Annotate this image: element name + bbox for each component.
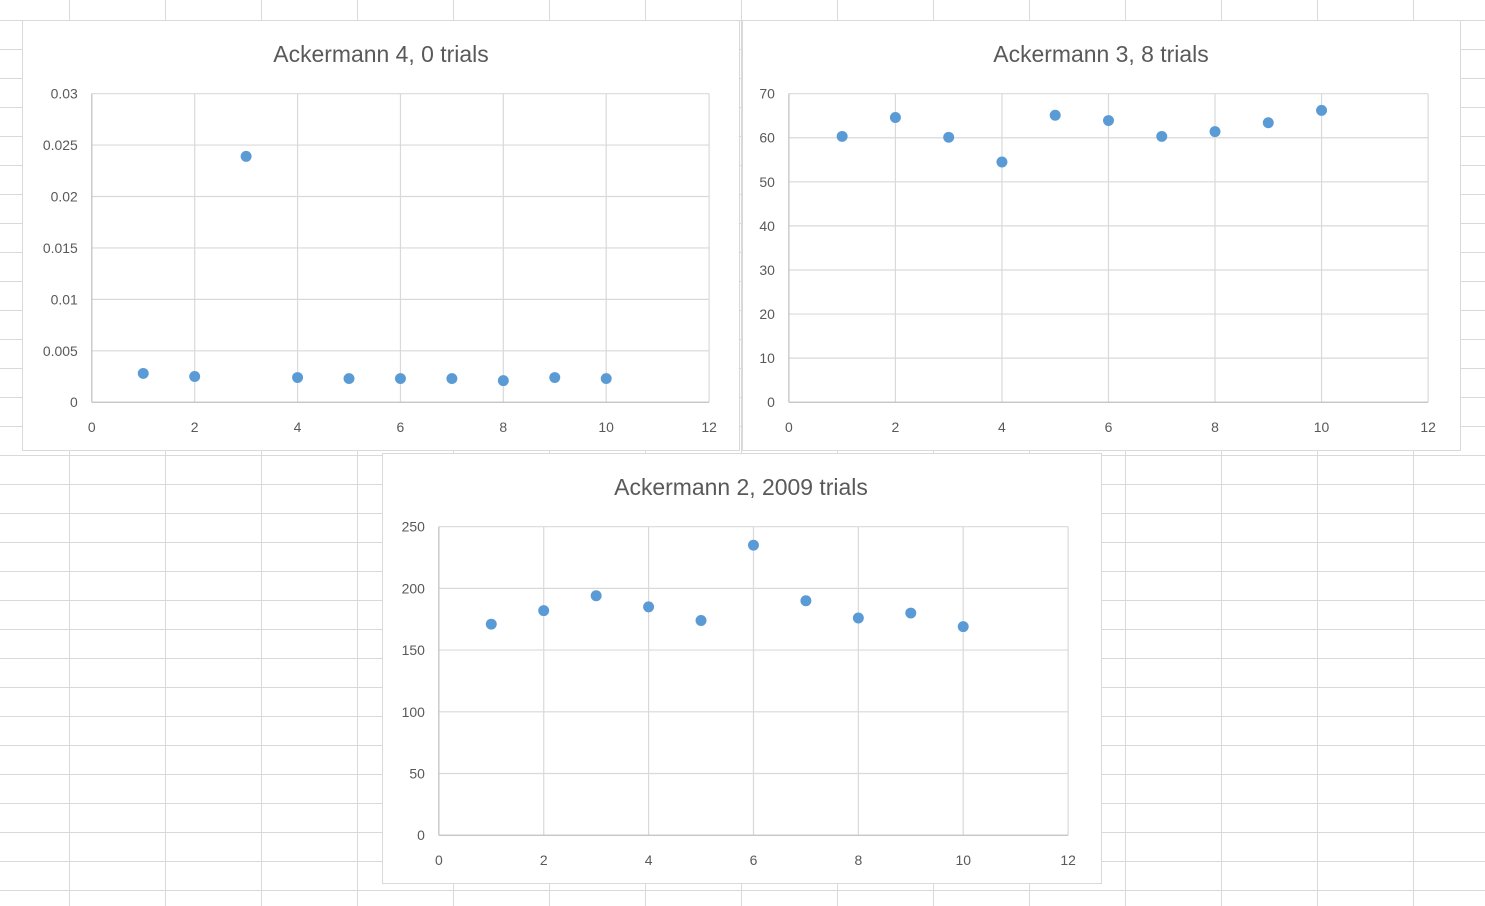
data-point[interactable] [889, 111, 901, 123]
x-tick-label: 4 [645, 852, 653, 868]
x-tick-label: 2 [540, 852, 548, 868]
data-point[interactable] [852, 612, 864, 624]
data-point[interactable] [137, 367, 149, 379]
data-point[interactable] [343, 373, 355, 385]
y-tick-label: 0.005 [43, 343, 78, 359]
x-tick-label: 6 [750, 852, 758, 868]
data-point[interactable] [292, 372, 304, 384]
x-tick-label: 12 [1060, 852, 1076, 868]
chart-ackermann-4[interactable]: Ackermann 4, 0 trials 0 0.005 0.01 0.015 0.0… [22, 20, 740, 451]
y-tick-label: 0 [767, 394, 775, 410]
data-point[interactable] [836, 130, 848, 142]
data-point[interactable] [996, 156, 1008, 168]
y-tick-label: 40 [759, 218, 775, 234]
chart-title: Ackermann 2, 2009 trials [614, 474, 868, 500]
y-tick-label: 0.02 [51, 189, 78, 205]
data-point[interactable] [600, 373, 612, 385]
y-tick-label: 250 [402, 519, 426, 535]
x-tick-label: 12 [701, 419, 717, 435]
data-point[interactable] [189, 371, 201, 382]
data-point[interactable] [747, 539, 759, 551]
x-tick-label: 0 [435, 852, 443, 868]
data-point[interactable] [695, 614, 707, 626]
data-point[interactable] [1262, 117, 1274, 129]
x-tick-label: 4 [998, 419, 1006, 435]
data-point[interactable] [800, 595, 812, 607]
data-point[interactable] [240, 150, 252, 162]
data-point[interactable] [538, 605, 550, 617]
chart-ackermann-3[interactable]: Ackermann 3, 8 trials 0 10 20 30 40 50 60 70 0 2 4… [742, 20, 1461, 451]
y-tick-label: 0 [70, 394, 78, 410]
chart-ackermann-2[interactable]: Ackermann 2, 2009 trials 0 50 100 150 200 250… [382, 453, 1102, 884]
chart-title: Ackermann 4, 0 trials [273, 41, 488, 67]
data-point[interactable] [957, 621, 969, 633]
data-point[interactable] [1209, 126, 1221, 138]
chart-svg: Ackermann 2, 2009 trials 050100150200250… [402, 474, 1076, 868]
chart-svg: Ackermann 3, 8 trials 0 10 20 30 40 50 60 70 0 2 4… [759, 41, 1436, 435]
y-tick-label: 0.03 [51, 86, 78, 102]
x-tick-label: 6 [397, 419, 405, 435]
x-tick-label: 2 [892, 419, 900, 435]
y-tick-label: 200 [402, 580, 426, 596]
x-tick-label: 10 [955, 852, 971, 868]
y-tick-label: 150 [402, 642, 426, 658]
data-point[interactable] [643, 601, 655, 613]
y-tick-label: 70 [759, 86, 775, 102]
y-tick-label: 0.025 [43, 137, 78, 153]
data-point[interactable] [485, 618, 497, 630]
x-tick-label: 10 [598, 419, 614, 435]
data-point[interactable] [590, 590, 602, 602]
data-point[interactable] [905, 607, 917, 619]
data-point[interactable] [1156, 130, 1168, 142]
x-tick-label: 4 [294, 419, 302, 435]
data-point[interactable] [1316, 104, 1328, 116]
data-point[interactable] [1102, 115, 1114, 127]
y-tick-label: 10 [759, 350, 775, 366]
y-tick-label: 100 [402, 704, 426, 720]
chart-title: Ackermann 3, 8 trials [993, 41, 1208, 67]
y-tick-label: 60 [759, 130, 775, 146]
y-tick-label: 0 [417, 827, 425, 843]
data-point[interactable] [1049, 109, 1061, 121]
x-tick-label: 8 [499, 419, 507, 435]
x-tick-label: 0 [785, 419, 793, 435]
y-tick-label: 0.015 [43, 240, 78, 256]
data-point[interactable] [943, 131, 955, 143]
x-tick-label: 8 [1211, 419, 1219, 435]
x-tick-label: 8 [854, 852, 862, 868]
data-point[interactable] [497, 375, 509, 387]
data-point[interactable] [549, 372, 561, 384]
y-tick-label: 0.01 [51, 291, 78, 307]
y-tick-label: 20 [759, 306, 775, 322]
y-tick-label: 30 [759, 262, 775, 278]
data-point[interactable] [446, 373, 458, 385]
x-tick-label: 12 [1420, 419, 1436, 435]
data-point[interactable] [394, 373, 406, 385]
x-tick-label: 0 [88, 419, 96, 435]
x-tick-label: 6 [1105, 419, 1113, 435]
y-tick-label: 50 [759, 174, 775, 190]
x-tick-label: 10 [1314, 419, 1330, 435]
chart-svg: Ackermann 4, 0 trials 0 0.005 0.01 0.015 0.0… [43, 41, 717, 435]
x-tick-label: 2 [191, 419, 199, 435]
y-tick-label: 50 [409, 765, 425, 781]
